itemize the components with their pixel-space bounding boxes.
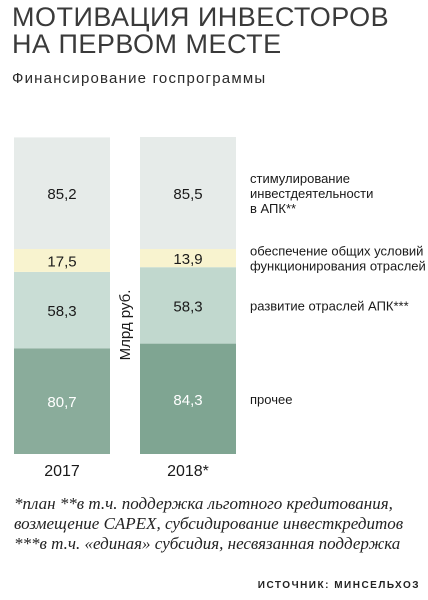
legend-label: обеспечение общих условий [250, 244, 423, 259]
x-tick-label: 2018* [167, 463, 209, 480]
data-label: 58,3 [47, 303, 76, 320]
bar-segment-2017-2 [14, 271, 110, 349]
source-credit: ИСТОЧНИК: МИНСЕЛЬХОЗ [257, 580, 420, 591]
legend-label: в АПК** [250, 201, 296, 216]
legend-label: стимулирование [250, 171, 350, 186]
legend-label: функционирования отраслей [250, 259, 426, 274]
data-label: 85,5 [173, 186, 202, 203]
data-label: 13,9 [173, 251, 202, 268]
data-label: 85,2 [47, 186, 76, 203]
chart-title: МОТИВАЦИЯ ИНВЕСТОРОВ НА ПЕРВОМ МЕСТЕ [12, 4, 422, 58]
data-label: 58,3 [173, 298, 202, 315]
bar-segment-2018-4 [140, 137, 236, 249]
bar-segment-2018-3 [140, 249, 236, 268]
legend-label: инвестдеятельности [250, 186, 373, 201]
y-axis-label: Млрд руб. [117, 290, 134, 361]
stacked-bar-chart: 80,7 58,3 17,5 85,2 2017 84,3 58,3 13,9 85,5 2018… [14, 137, 426, 480]
bar-segment-2017-4 [14, 137, 110, 249]
bar-segment-2017-3 [14, 249, 110, 272]
data-label: 84,3 [173, 392, 202, 409]
data-label: 80,7 [47, 394, 76, 411]
footnote: *план **в т.ч. поддержка льготного креди… [14, 494, 404, 553]
x-tick-label: 2017 [44, 463, 80, 480]
chart-subtitle: Финансирование госпрограммы [12, 70, 267, 87]
bar-segment-2018-1 [140, 343, 236, 454]
legend-label: развитие отраслей АПК*** [250, 298, 409, 313]
data-label: 17,5 [47, 253, 76, 270]
bar-segment-2018-2 [140, 267, 236, 344]
title-line-2: НА ПЕРВОМ МЕСТЕ [12, 29, 282, 59]
title-line-1: МОТИВАЦИЯ ИНВЕСТОРОВ [12, 2, 390, 32]
bar-segment-2017-1 [14, 348, 110, 454]
legend-label: прочее [250, 392, 292, 407]
